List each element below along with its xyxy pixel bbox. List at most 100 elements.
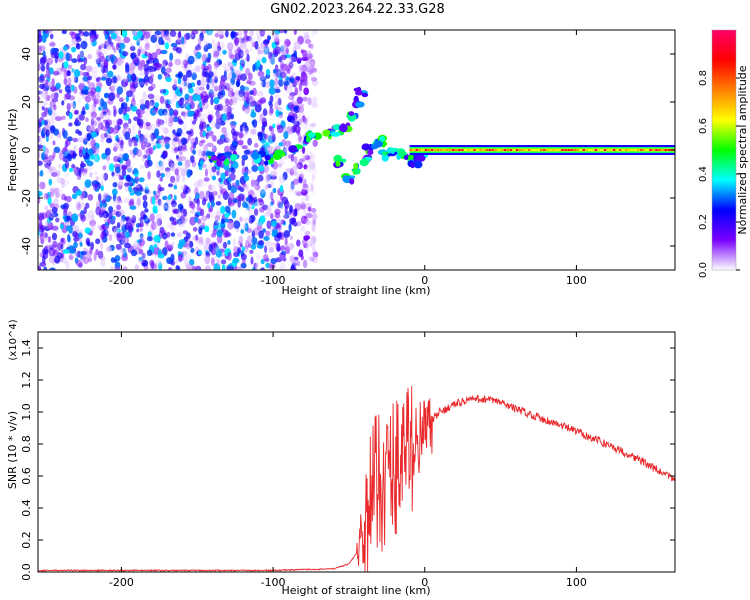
heatmap-cell bbox=[142, 138, 149, 147]
heatmap-cell bbox=[113, 258, 118, 263]
heatmap-cell bbox=[211, 166, 217, 173]
heatmap-cell bbox=[39, 170, 44, 177]
x-tick-label: -200 bbox=[109, 274, 134, 287]
heatmap-cell bbox=[49, 201, 55, 207]
heatmap-cell bbox=[303, 209, 307, 216]
heatmap-cell bbox=[227, 182, 232, 191]
heatmap-cell bbox=[108, 211, 113, 220]
heatmap-cell bbox=[265, 230, 271, 237]
heatmap-cell bbox=[121, 30, 128, 38]
heatmap-cell bbox=[500, 149, 504, 151]
heatmap-cell bbox=[43, 30, 49, 34]
heatmap-cell bbox=[45, 79, 49, 85]
heatmap-cell bbox=[258, 199, 265, 206]
heatmap-cell bbox=[302, 146, 306, 154]
heatmap-cell bbox=[169, 30, 177, 37]
heatmap-cell bbox=[201, 215, 207, 222]
heatmap-cell bbox=[127, 168, 132, 173]
heatmap-cell bbox=[251, 41, 257, 48]
heatmap-cell bbox=[269, 102, 273, 109]
heatmap-cell bbox=[226, 105, 232, 115]
heatmap-cell bbox=[155, 259, 163, 267]
heatmap-cell bbox=[268, 246, 274, 253]
heatmap-cell bbox=[421, 149, 425, 151]
heatmap-cell bbox=[163, 30, 169, 37]
heatmap-cell bbox=[70, 75, 77, 83]
heatmap-cell bbox=[53, 187, 60, 194]
heatmap-cell bbox=[91, 131, 97, 138]
heatmap-cell bbox=[100, 259, 106, 268]
heatmap-cell bbox=[231, 99, 238, 106]
heatmap-cell bbox=[127, 167, 132, 173]
heatmap-cell bbox=[461, 149, 464, 151]
heatmap-cell bbox=[291, 94, 295, 103]
heatmap-cell bbox=[71, 58, 78, 63]
heatmap-cell bbox=[289, 217, 296, 225]
heatmap-cell bbox=[270, 191, 274, 201]
heatmap-cell bbox=[302, 115, 306, 123]
heatmap-cell bbox=[312, 251, 319, 258]
heatmap-cell bbox=[100, 230, 105, 240]
heatmap-cell bbox=[277, 218, 282, 224]
heatmap-cell bbox=[247, 217, 252, 222]
heatmap-cell bbox=[257, 71, 265, 77]
heatmap-cell bbox=[308, 132, 316, 138]
heatmap-cell bbox=[146, 236, 153, 242]
heatmap-cell bbox=[38, 183, 41, 191]
heatmap-cell bbox=[304, 230, 311, 236]
heatmap-cell bbox=[215, 121, 221, 130]
heatmap-cell bbox=[120, 247, 128, 254]
heatmap-cell bbox=[115, 166, 121, 174]
heatmap-cell bbox=[497, 149, 501, 151]
heatmap-cell bbox=[235, 195, 242, 201]
heatmap-cell bbox=[264, 185, 268, 191]
heatmap-cell bbox=[309, 154, 317, 161]
heatmap-cell bbox=[85, 202, 90, 209]
heatmap-cell bbox=[233, 251, 240, 257]
heatmap-cell bbox=[220, 85, 227, 90]
heatmap-cell bbox=[83, 86, 90, 92]
heatmap-cell bbox=[189, 209, 196, 214]
heatmap-cell bbox=[216, 259, 221, 268]
heatmap-cell bbox=[118, 140, 125, 146]
heatmap-cell bbox=[99, 200, 103, 208]
heatmap-cell bbox=[195, 51, 202, 60]
heatmap-cell bbox=[89, 34, 96, 43]
heatmap-cell bbox=[220, 41, 225, 50]
heatmap-cell bbox=[198, 86, 205, 91]
heatmap-cell bbox=[154, 251, 158, 258]
heatmap-cell bbox=[86, 124, 93, 131]
heatmap-cell bbox=[224, 145, 231, 154]
heatmap-cell bbox=[280, 219, 286, 225]
heatmap-cell bbox=[246, 53, 250, 62]
heatmap-cell bbox=[247, 137, 253, 146]
heatmap-cell bbox=[150, 83, 156, 90]
heatmap-cell bbox=[192, 250, 197, 256]
heatmap-cell bbox=[184, 159, 191, 168]
heatmap-cell bbox=[283, 80, 290, 86]
heatmap-cell bbox=[67, 77, 72, 85]
heatmap-cell bbox=[144, 183, 149, 189]
heatmap-cell bbox=[189, 200, 194, 206]
heatmap-cell bbox=[222, 241, 228, 249]
heatmap-cell bbox=[229, 226, 235, 230]
heatmap-cell bbox=[274, 101, 279, 111]
heatmap-cell bbox=[44, 163, 50, 169]
heatmap-cell bbox=[162, 204, 168, 209]
heatmap-cell bbox=[38, 96, 41, 102]
heatmap-cell bbox=[216, 170, 220, 176]
heatmap-cell bbox=[82, 256, 90, 264]
heatmap-cell bbox=[150, 67, 157, 72]
heatmap-cell bbox=[361, 143, 371, 151]
heatmap-cell bbox=[188, 87, 194, 94]
heatmap-cell bbox=[119, 42, 126, 50]
heatmap-cell bbox=[251, 164, 259, 172]
heatmap-cell bbox=[576, 149, 579, 151]
heatmap-cell bbox=[249, 46, 253, 53]
heatmap-cell bbox=[265, 184, 270, 189]
colorbar-tick-label: 0.2 bbox=[698, 214, 709, 230]
heatmap-cell bbox=[129, 149, 134, 155]
heatmap-cell bbox=[200, 208, 205, 217]
